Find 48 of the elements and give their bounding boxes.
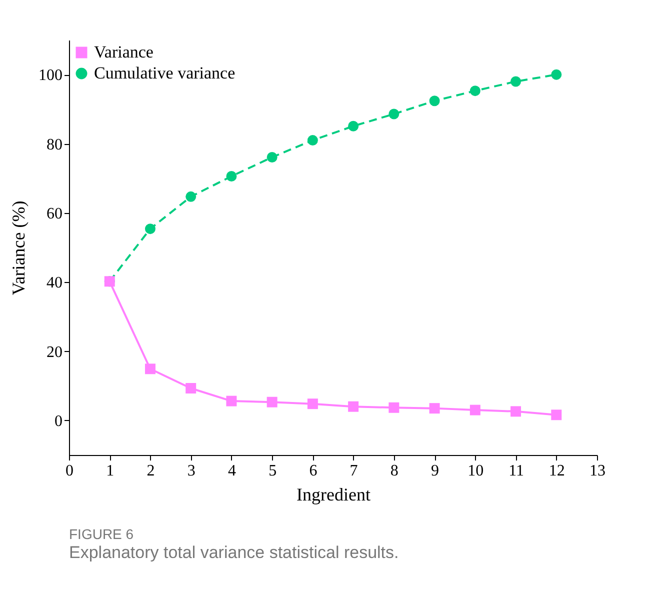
x-tick-label: 12 xyxy=(548,462,565,480)
point xyxy=(144,224,156,234)
text: Explanatory total variance statistical results. xyxy=(69,543,399,562)
point xyxy=(348,120,359,132)
point xyxy=(470,404,480,416)
point xyxy=(186,191,196,202)
point xyxy=(348,401,359,412)
x-tick-label: 3 xyxy=(187,462,196,480)
x-tick-label: 10 xyxy=(468,462,484,480)
x-tick-label: 8 xyxy=(390,462,398,480)
y-tick-label: 0 xyxy=(54,412,62,430)
point xyxy=(388,402,400,413)
point xyxy=(226,171,237,182)
point xyxy=(551,69,562,80)
legend-label: Cumulative variance xyxy=(94,64,236,82)
point xyxy=(266,152,278,162)
y-tick-label: 40 xyxy=(46,274,62,292)
y-tick-label: 100 xyxy=(38,67,62,84)
point xyxy=(551,410,562,420)
y-tick-label: 20 xyxy=(46,344,62,361)
x-tick-label: 0 xyxy=(66,462,74,480)
x-tick-label: 6 xyxy=(309,462,318,480)
point xyxy=(429,96,440,106)
y-axis-title: Variance (%) xyxy=(8,200,28,296)
point xyxy=(307,135,318,146)
point xyxy=(510,406,522,417)
x-tick-label: 1 xyxy=(106,462,114,480)
point xyxy=(226,396,237,406)
point xyxy=(307,398,318,410)
y-tick-label: 80 xyxy=(46,136,62,154)
point xyxy=(388,108,400,120)
x-tick-label: 11 xyxy=(508,462,524,480)
x-tick-label: 2 xyxy=(146,462,155,480)
point xyxy=(144,364,156,374)
y-tick-label: 60 xyxy=(46,205,62,222)
point xyxy=(186,383,196,394)
legend-label: Variance xyxy=(94,42,154,62)
point xyxy=(470,86,480,96)
point xyxy=(510,76,522,87)
point xyxy=(266,396,278,408)
x-tick-label: 4 xyxy=(228,462,236,480)
x-tick-label: 7 xyxy=(350,462,358,480)
caption: FIGURE 6 xyxy=(69,526,134,542)
x-tick-label: 13 xyxy=(590,462,606,480)
x-tick-label: 9 xyxy=(431,462,440,480)
x-tick-label: 5 xyxy=(268,462,277,480)
point xyxy=(429,403,440,414)
x-axis-title: Ingredient xyxy=(296,484,370,504)
